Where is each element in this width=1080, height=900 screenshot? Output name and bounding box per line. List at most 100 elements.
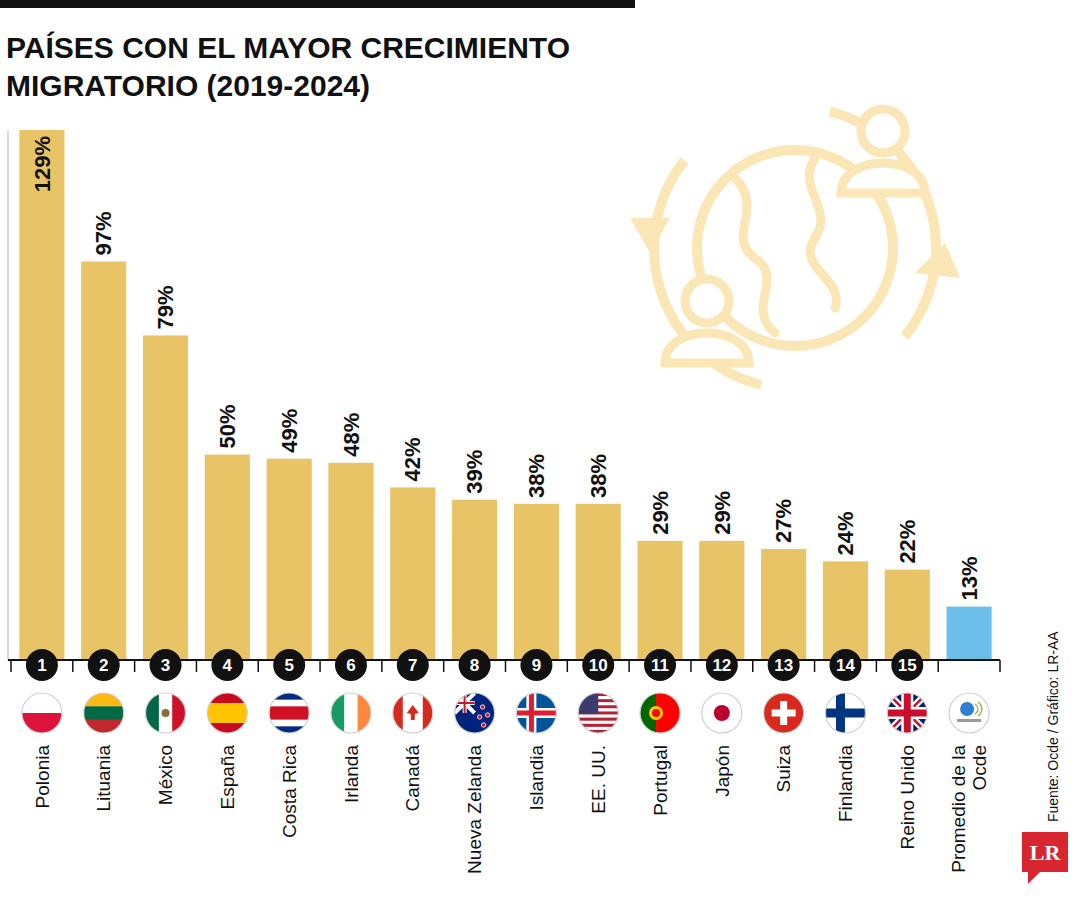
flag-part [887,693,927,733]
flag [516,693,556,733]
rank-badge: 10 [582,649,614,681]
flag-part [207,723,247,733]
flag [22,693,62,733]
flag-shape [764,693,804,733]
rank-badge: 12 [706,649,738,681]
separator [196,660,198,672]
rank-badge: 6 [335,649,367,681]
flag [764,693,804,733]
flag-shape [702,693,742,733]
rank-circle [768,649,800,681]
data-label: 48% [339,413,364,457]
x-tick: Costa Rica [279,745,300,838]
flag-part [455,693,495,733]
flag-part [975,702,982,716]
flag-shape [393,693,433,733]
rank-badge: 9 [520,649,552,681]
x-tick-label: Finlandia [835,745,856,823]
icon-person [665,279,749,363]
flag-ring [146,693,186,733]
y-axis-line [8,130,9,660]
separator [628,660,630,672]
x-tick-label: Costa Rica [279,745,300,838]
bar [637,541,682,660]
flag-part [578,715,618,718]
rank-circle [397,649,429,681]
icon-arrowhead [630,218,670,253]
x-tick-label: Lituania [93,745,114,812]
rank-badge: 11 [644,649,676,681]
flag-part [887,693,927,733]
data-label: 129% [30,136,55,192]
chart: PAÍSES CON EL MAYOR CRECIMIENTO MIGRATORI… [0,0,1080,900]
separator [505,660,507,672]
icon-arrowhead [915,243,960,278]
flag-part [702,693,742,733]
rank-circle [88,649,120,681]
flag-shape [825,693,865,733]
flag-part [407,705,419,720]
flag-part [825,693,865,733]
flag [84,693,124,733]
separator [937,660,939,672]
flag-part [159,693,173,733]
icon [630,107,960,390]
data-label: 97% [91,211,116,255]
x-tick: Suiza [773,745,794,793]
flag [640,693,680,733]
x-tick-label: Canadá [402,745,423,812]
flag-shape [269,693,309,733]
rank-label: 10 [589,656,608,675]
flag-part [162,709,170,717]
ranks: 123456789101112131415 [26,649,923,681]
rank-badge: 8 [459,649,491,681]
flag-part [84,693,124,707]
rank-circle [26,649,58,681]
title-line: MIGRATORIO (2019-2024) [6,69,370,102]
separator [443,660,445,672]
flag-part [403,693,423,733]
flag [825,693,865,733]
icon-person-head [861,109,905,153]
x-tick-label: Promedio de laOcde [948,745,990,873]
flag-shape [578,693,618,733]
rank-circle [273,649,305,681]
x-tick: Lituania [93,745,114,812]
separator [134,660,136,672]
separator [258,660,260,672]
flag-part [423,693,433,733]
x-tick-label: Suiza [773,745,794,793]
data-label: 49% [277,409,302,453]
flag-part [578,721,618,724]
flag-part [207,703,247,723]
data-label: 50% [215,405,240,449]
flag-ring [331,693,371,733]
icon-arrow [649,157,762,390]
flag-ring [578,693,618,733]
separator [814,660,816,672]
flag [949,693,989,733]
flag-shape [887,693,927,733]
flag-part [887,693,927,733]
rank-circle [829,649,861,681]
flag-ring [764,693,804,733]
data-label: 29% [710,491,735,535]
flag-part [578,718,618,721]
flag-part [485,713,489,717]
x-tick-label: México [155,745,176,805]
flag-part [652,709,660,717]
rank-label: 12 [712,656,731,675]
flag-ring [22,693,62,733]
title-line: PAÍSES CON EL MAYOR CRECIMIENTO [6,31,570,64]
rank-badge: 5 [273,649,305,681]
separator [381,660,383,672]
flag-part [269,700,309,707]
data-labels: 129%97%79%50%49%48%42%39%38%38%29%29%27%… [30,136,982,601]
flag [146,693,186,733]
separator [72,660,74,672]
rank-circle [520,649,552,681]
source: Fuente: Ocde / Gráfico: LR-AA [1045,631,1061,822]
data-label: 22% [895,520,920,564]
data-label: 38% [586,454,611,498]
icon-person-body [841,163,925,193]
